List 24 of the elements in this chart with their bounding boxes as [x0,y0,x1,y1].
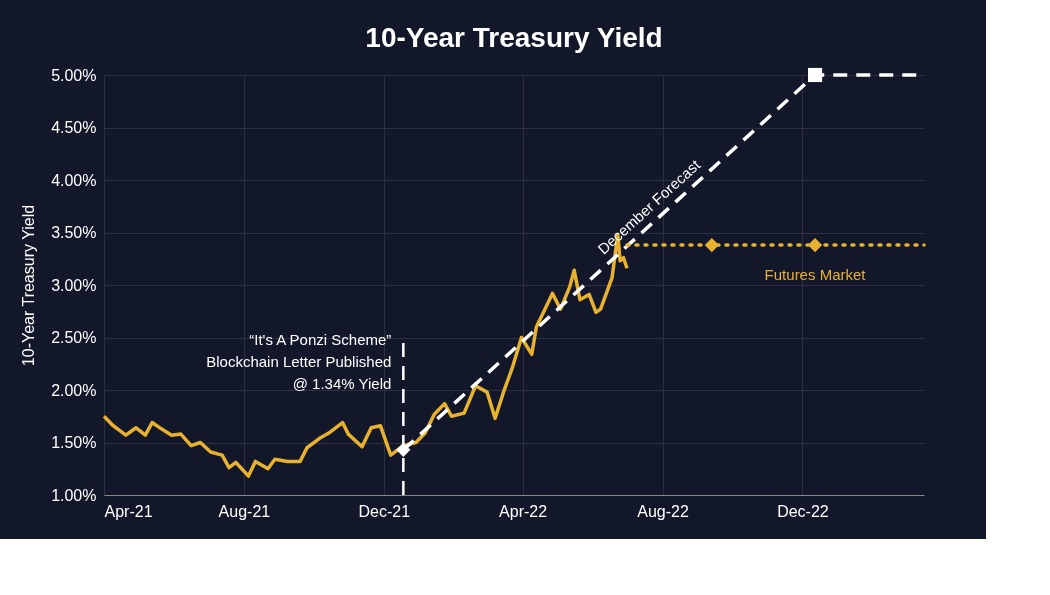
x-tick-label: Apr-22 [499,502,548,520]
y-tick-label: 1.50% [51,434,97,451]
y-tick-label: 3.50% [51,224,97,241]
series-label: Futures Market [764,266,867,284]
y-tick-label: 1.00% [51,486,97,504]
x-tick-label: Aug-21 [218,502,271,520]
y-tick-label: 4.00% [51,171,97,189]
point [807,67,823,83]
x-tick-label: Aug-22 [637,502,689,520]
point [807,238,823,253]
chart-title: 10-Year Treasury Yield [365,22,663,53]
annotation: “It's A Ponzi Scheme” [249,331,392,348]
y-tick-label: 2.00% [51,381,97,399]
y-tick-label: 3.00% [51,276,97,294]
y-tick-label: 4.50% [51,119,97,136]
x-tick-label: Dec-21 [358,502,411,520]
annotation: Blockchain Letter Published [206,353,392,370]
y-axis-title: 10-Year Treasury Yield [20,204,38,367]
x-tick-label: Dec-22 [777,502,829,520]
annotation: @ 1.34% Yield [292,375,392,392]
y-tick-label: 2.50% [51,329,97,346]
x-tick-label: Apr-21 [104,502,153,520]
y-tick-label: 5.00% [51,66,97,84]
point [704,238,719,253]
